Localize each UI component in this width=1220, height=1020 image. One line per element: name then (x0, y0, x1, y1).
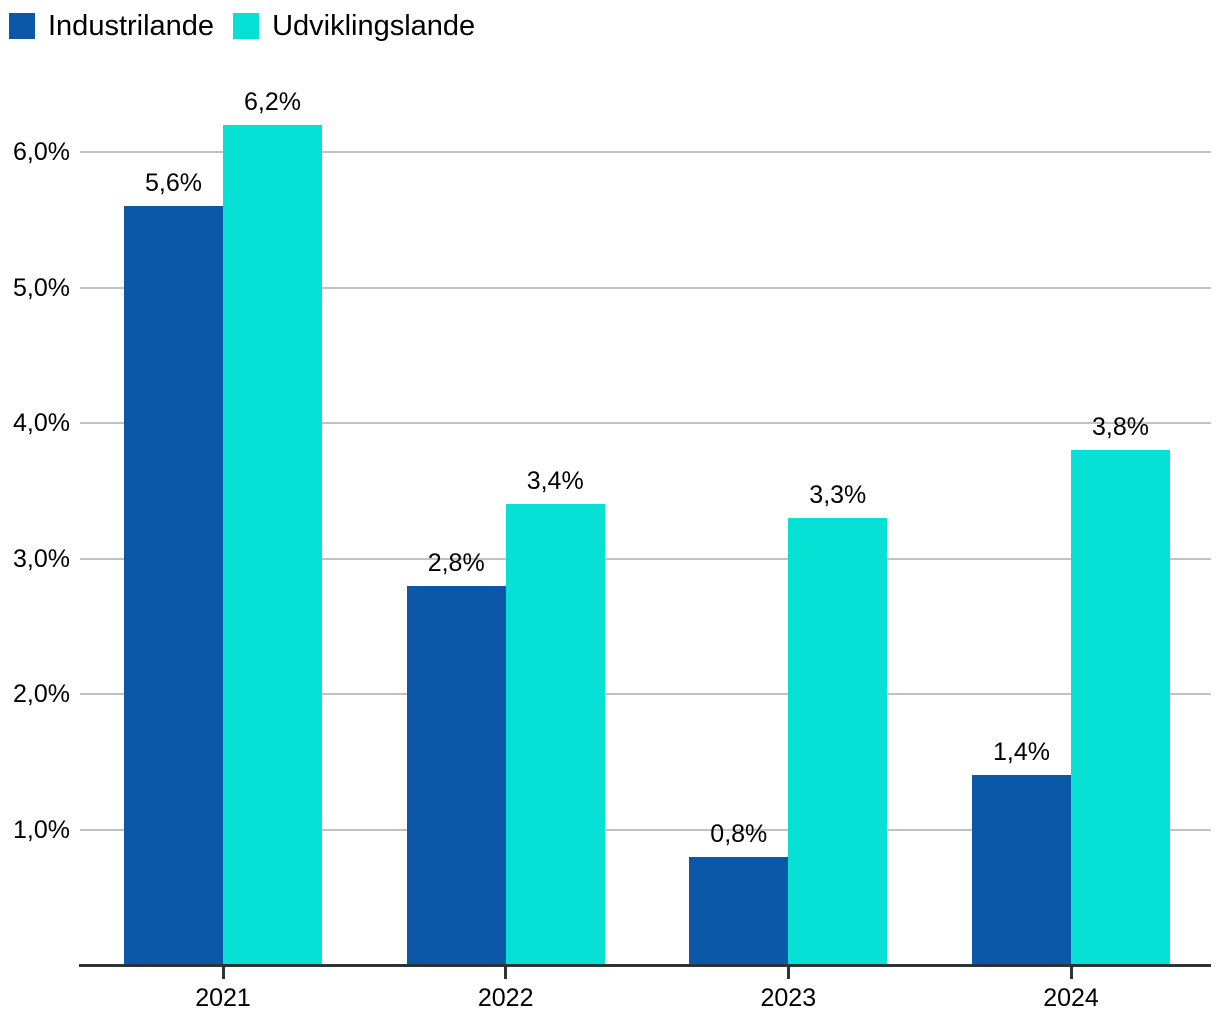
legend-swatch-udviklingslande-icon (233, 13, 260, 39)
y-axis-tick-label: 2,0% (13, 680, 70, 708)
legend-label-industrilande: Industrilande (48, 10, 215, 42)
y-axis-tick-label: 4,0% (13, 409, 70, 437)
bar-value-label: 0,8% (710, 819, 768, 848)
y-gridline (80, 828, 1211, 831)
bar-udviklingslande-2021 (223, 124, 322, 965)
bar-value-label: 3,3% (809, 480, 867, 509)
y-axis-tick-label: 3,0% (13, 544, 70, 573)
y-axis-tick-label: 1,0% (13, 815, 70, 844)
bar-industrilande-2021 (124, 206, 223, 965)
bar-industrilande-2023 (689, 856, 789, 965)
x-axis-line (79, 964, 1211, 967)
bar-value-label: 2,8% (427, 548, 485, 577)
bar-udviklingslande-2022 (505, 504, 605, 965)
x-axis-tick-label: 2022 (477, 984, 534, 1012)
bar-value-label: 3,4% (526, 467, 584, 496)
bar-value-label: 1,4% (993, 738, 1050, 767)
bar-value-label: 6,2% (244, 87, 301, 116)
y-axis-tick-label: 6,0% (13, 138, 70, 166)
x-axis-tick-label: 2024 (1043, 984, 1099, 1012)
legend: Industrilande Udviklingslande (9, 10, 475, 42)
x-axis-tick-label: 2023 (760, 984, 817, 1012)
bar-industrilande-2024 (972, 775, 1071, 965)
x-axis-tick-label: 2021 (195, 984, 251, 1012)
x-axis-tick-mark (786, 967, 790, 979)
x-axis-tick-mark (1069, 967, 1073, 979)
bar-udviklingslande-2024 (1071, 450, 1170, 965)
legend-swatch-industrilande-icon (9, 13, 35, 39)
legend-item-industrilande: Industrilande (9, 10, 214, 42)
legend-item-udviklingslande: Udviklingslande (233, 10, 475, 42)
x-axis-tick-mark (221, 967, 225, 979)
x-axis-tick-mark (504, 967, 508, 979)
bar-value-label: 3,8% (1092, 413, 1149, 442)
y-gridline (80, 557, 1211, 560)
legend-label-udviklingslande: Udviklingslande (272, 10, 476, 42)
y-gridline (80, 422, 1211, 424)
bar-udviklingslande-2023 (788, 517, 888, 965)
bar-industrilande-2022 (406, 585, 506, 965)
y-gridline (80, 286, 1211, 289)
y-axis-tick-label: 5,0% (13, 273, 70, 302)
y-gridline (80, 151, 1211, 153)
bar-value-label: 5,6% (145, 169, 202, 198)
y-gridline (80, 693, 1211, 695)
